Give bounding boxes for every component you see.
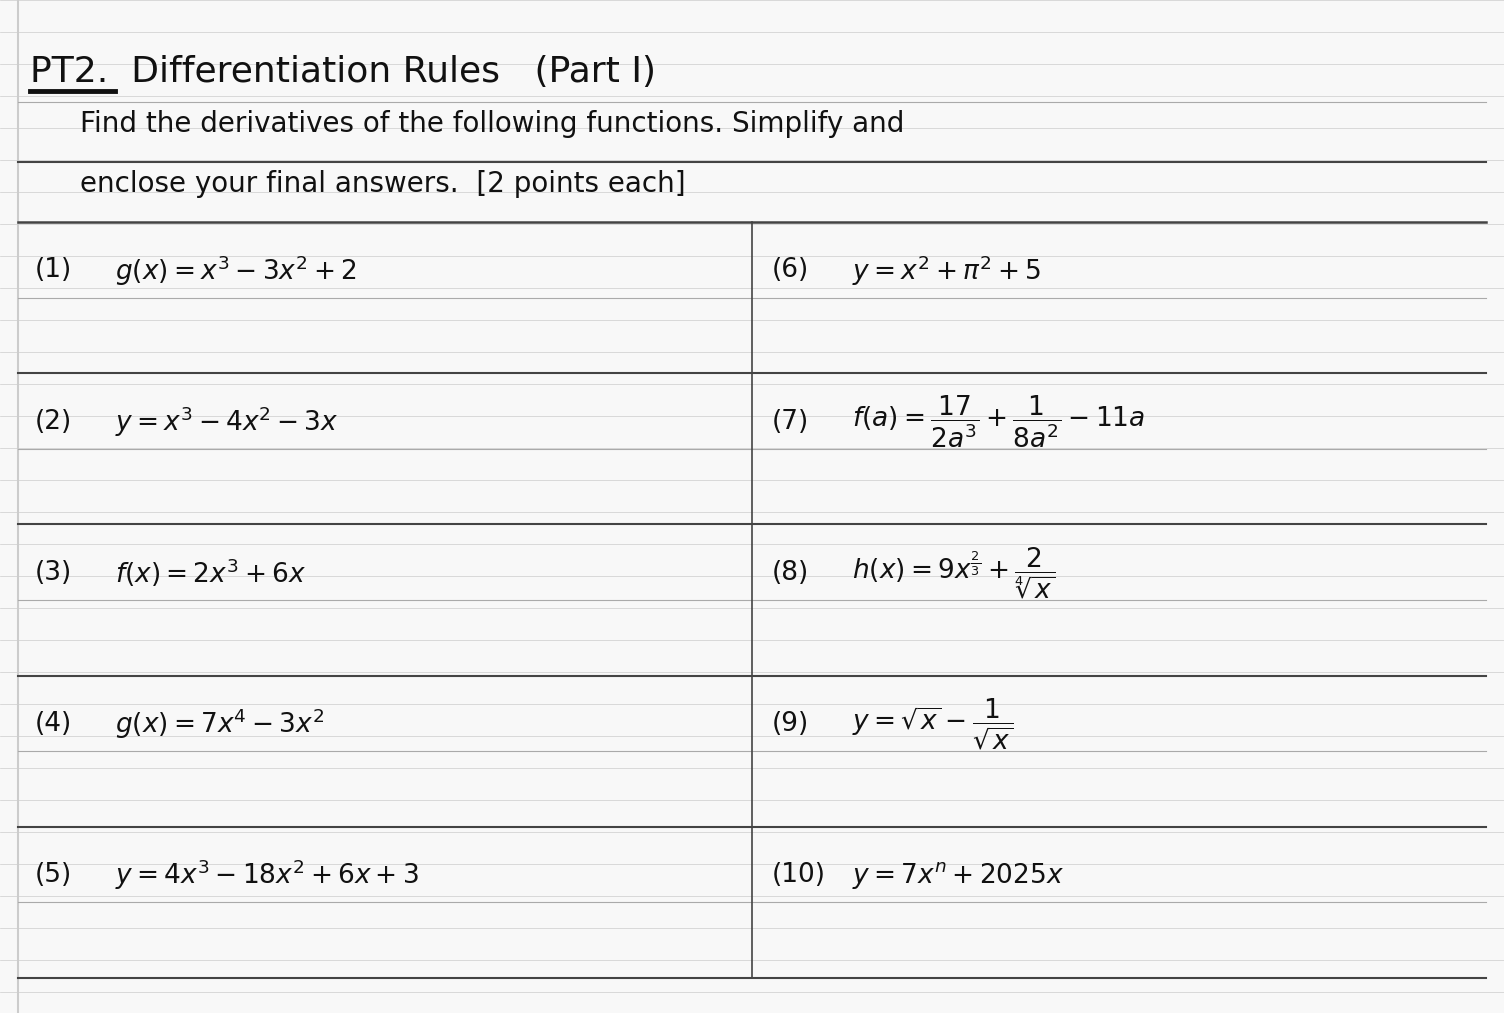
Text: (8): (8) bbox=[772, 560, 809, 586]
Text: (6): (6) bbox=[772, 257, 809, 284]
Text: $h(x) = 9x^{\frac{2}{3}} + \dfrac{2}{\sqrt[4]{x}}$: $h(x) = 9x^{\frac{2}{3}} + \dfrac{2}{\sq… bbox=[851, 545, 1056, 601]
Text: $f(x) = 2x^3 + 6x$: $f(x) = 2x^3 + 6x$ bbox=[114, 556, 305, 589]
Text: (5): (5) bbox=[35, 862, 72, 888]
Text: $g(x) = 7x^4 - 3x^2$: $g(x) = 7x^4 - 3x^2$ bbox=[114, 707, 325, 742]
Text: $f(a) = \dfrac{17}{2a^3} + \dfrac{1}{8a^2} - 11a$: $f(a) = \dfrac{17}{2a^3} + \dfrac{1}{8a^… bbox=[851, 393, 1145, 450]
Text: $y = x^3 - 4x^2 - 3x$: $y = x^3 - 4x^2 - 3x$ bbox=[114, 404, 338, 439]
Text: $y = x^2 + \pi^2 + 5$: $y = x^2 + \pi^2 + 5$ bbox=[851, 253, 1041, 288]
Text: (1): (1) bbox=[35, 257, 72, 284]
Text: (2): (2) bbox=[35, 408, 72, 435]
Text: $y = 7x^n + 2025x$: $y = 7x^n + 2025x$ bbox=[851, 860, 1063, 890]
Text: (4): (4) bbox=[35, 711, 72, 737]
Text: (9): (9) bbox=[772, 711, 809, 737]
Text: Find the derivatives of the following functions. Simplify and: Find the derivatives of the following fu… bbox=[80, 110, 904, 138]
Text: (10): (10) bbox=[772, 862, 826, 888]
Text: (7): (7) bbox=[772, 408, 809, 435]
Text: (3): (3) bbox=[35, 560, 72, 586]
Text: $y = \sqrt{x} - \dfrac{1}{\sqrt{x}}$: $y = \sqrt{x} - \dfrac{1}{\sqrt{x}}$ bbox=[851, 696, 1014, 752]
Text: enclose your final answers.  [2 points each]: enclose your final answers. [2 points ea… bbox=[80, 170, 686, 198]
Text: $g(x) = x^3 - 3x^2 + 2$: $g(x) = x^3 - 3x^2 + 2$ bbox=[114, 253, 356, 288]
Text: PT2.  Differentiation Rules   (Part I): PT2. Differentiation Rules (Part I) bbox=[30, 55, 656, 89]
Text: $y = 4x^3 - 18x^2 + 6x + 3$: $y = 4x^3 - 18x^2 + 6x + 3$ bbox=[114, 858, 418, 892]
